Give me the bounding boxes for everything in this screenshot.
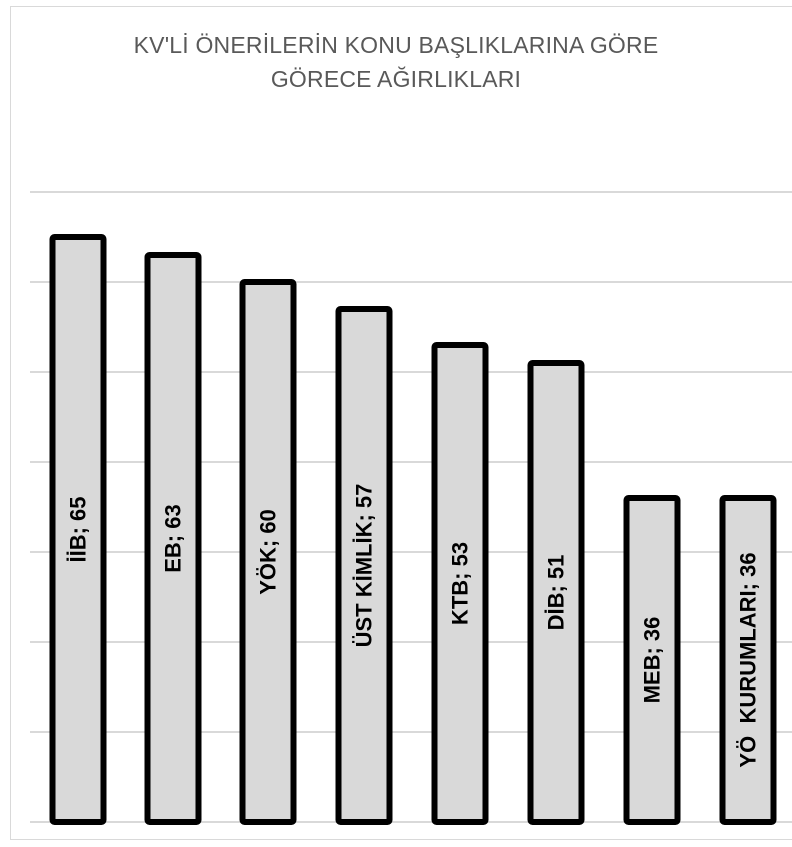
bar-6 [527,360,585,825]
bar-1 [49,234,107,825]
bar-8 [719,495,777,825]
data-label-3: YÖK; 60 [256,509,281,595]
bar-7 [623,495,681,825]
chart-title: KV'Lİ ÖNERİLERİN KONU BAŞLIKLARINA GÖRE … [0,28,792,96]
data-label-6: DİB; 51 [544,555,569,631]
chart-title-line-1: KV'Lİ ÖNERİLERİN KONU BAŞLIKLARINA GÖRE [133,32,659,58]
bar-5 [431,342,489,825]
bar-3 [239,279,297,825]
data-label-2: EB; 63 [161,504,186,572]
data-label-5: KTB; 53 [448,542,473,625]
bar-2 [144,252,202,825]
data-labels: İİB; 65 EB; 63 YÖK; 60 ÜST KİMLİK; 57 KTB; 5… [66,484,761,768]
bar-4 [335,306,393,825]
data-label-8: YÖ KURUMLARI; 36 [736,552,761,767]
data-label-7: MEB; 36 [640,617,665,704]
chart-title-line-2: GÖRECE AĞIRLIKLARI [270,66,522,92]
data-label-4: ÜST KİMLİK; 57 [352,484,377,648]
data-label-1: İİB; 65 [66,496,91,562]
bars [49,234,777,825]
